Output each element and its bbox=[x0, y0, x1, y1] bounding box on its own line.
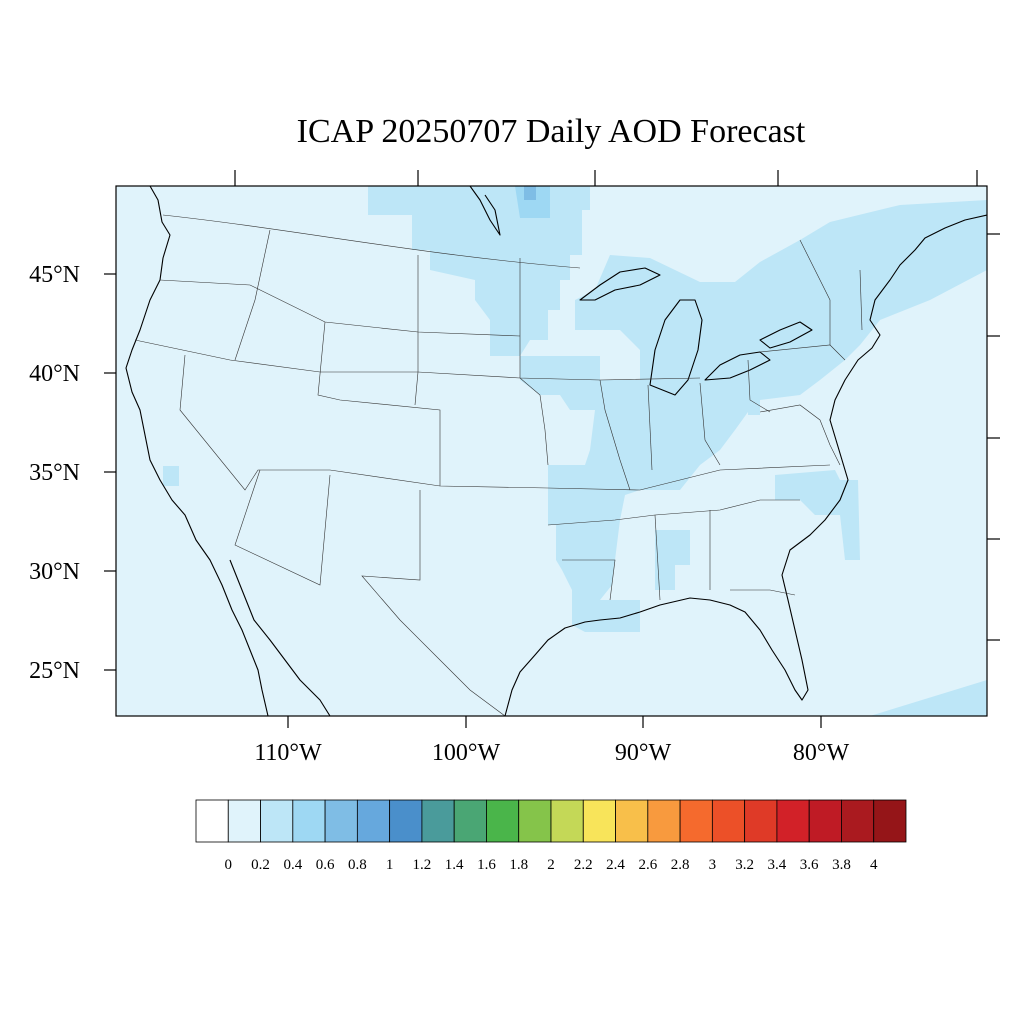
colorbar-swatch bbox=[873, 799, 907, 843]
colorbar-swatch bbox=[679, 799, 713, 843]
lat-label: 30°N bbox=[29, 559, 80, 585]
colorbar-swatch bbox=[550, 799, 584, 843]
colorbar-swatch bbox=[582, 799, 616, 843]
map-title: ICAP 20250707 Daily AOD Forecast bbox=[297, 113, 806, 150]
aod-field bbox=[163, 186, 987, 716]
colorbar-swatch bbox=[292, 799, 326, 843]
colorbar-swatch bbox=[808, 799, 842, 843]
colorbar-swatch bbox=[744, 799, 778, 843]
colorbar-label: 2.4 bbox=[606, 857, 625, 873]
lat-label: 35°N bbox=[29, 460, 80, 486]
map-frame bbox=[115, 185, 988, 717]
colorbar-swatch bbox=[260, 799, 294, 843]
colorbar-label: 0.6 bbox=[316, 857, 335, 873]
colorbar-swatch bbox=[518, 799, 552, 843]
colorbar-swatch bbox=[647, 799, 681, 843]
colorbar-label: 2.6 bbox=[638, 857, 657, 873]
lon-label: 110°W bbox=[254, 740, 322, 766]
colorbar-swatch bbox=[486, 799, 520, 843]
latitude-labels: 45°N 40°N 35°N 30°N 25°N bbox=[29, 262, 80, 684]
map-ticks bbox=[104, 170, 1000, 728]
aod-plume-0.4-0.6 bbox=[515, 186, 550, 218]
colorbar-label: 1.4 bbox=[445, 857, 464, 873]
lon-label: 90°W bbox=[615, 740, 672, 766]
colorbar-label: 3.6 bbox=[800, 857, 819, 873]
colorbar-swatch bbox=[421, 799, 455, 843]
colorbar-label: 3.8 bbox=[832, 857, 851, 873]
colorbar-swatch bbox=[453, 799, 487, 843]
colorbar: 0 0.2 0.4 0.6 0.8 1 1.2 1.4 1.6 1.8 2 2.2 2.4 2.6 2.8 3… bbox=[195, 799, 907, 873]
colorbar-label: 3.2 bbox=[735, 857, 754, 873]
longitude-labels: 110°W 100°W 90°W 80°W bbox=[254, 740, 849, 766]
colorbar-swatch bbox=[195, 799, 229, 843]
colorbar-swatch bbox=[841, 799, 875, 843]
lat-label: 40°N bbox=[29, 361, 80, 387]
lon-label: 100°W bbox=[432, 740, 501, 766]
lat-label: 45°N bbox=[29, 262, 80, 288]
colorbar-label: 0 bbox=[225, 857, 233, 873]
colorbar-label: 2.8 bbox=[671, 857, 690, 873]
coastlines bbox=[125, 186, 987, 716]
colorbar-label: 1.6 bbox=[477, 857, 496, 873]
lat-label: 25°N bbox=[29, 658, 80, 684]
colorbar-swatch bbox=[711, 799, 746, 843]
colorbar-label: 1.2 bbox=[413, 857, 432, 873]
map-panel: 45°N 40°N 35°N 30°N 25°N 110°W 100°W 90°… bbox=[29, 170, 1000, 766]
colorbar-label: 0.4 bbox=[283, 857, 302, 873]
colorbar-label: 1 bbox=[386, 857, 394, 873]
colorbar-swatch bbox=[324, 799, 358, 843]
colorbar-swatch bbox=[227, 799, 261, 843]
colorbar-label: 1.8 bbox=[509, 857, 528, 873]
lon-label: 80°W bbox=[793, 740, 850, 766]
colorbar-swatch bbox=[615, 799, 649, 843]
state-borders bbox=[134, 214, 863, 716]
colorbar-label: 2 bbox=[547, 857, 555, 873]
colorbar-label: 0.2 bbox=[251, 857, 270, 873]
colorbar-label: 0.8 bbox=[348, 857, 367, 873]
colorbar-swatch bbox=[389, 799, 423, 843]
colorbar-label: 3.4 bbox=[768, 857, 787, 873]
colorbar-swatch bbox=[356, 799, 391, 843]
colorbar-label: 4 bbox=[870, 857, 878, 873]
colorbar-label: 2.2 bbox=[574, 857, 593, 873]
aod-plume-0.2-0.4 bbox=[163, 186, 987, 716]
aod-plume-0.6-0.8 bbox=[524, 186, 536, 200]
colorbar-label: 3 bbox=[709, 857, 717, 873]
colorbar-swatch bbox=[776, 799, 810, 843]
